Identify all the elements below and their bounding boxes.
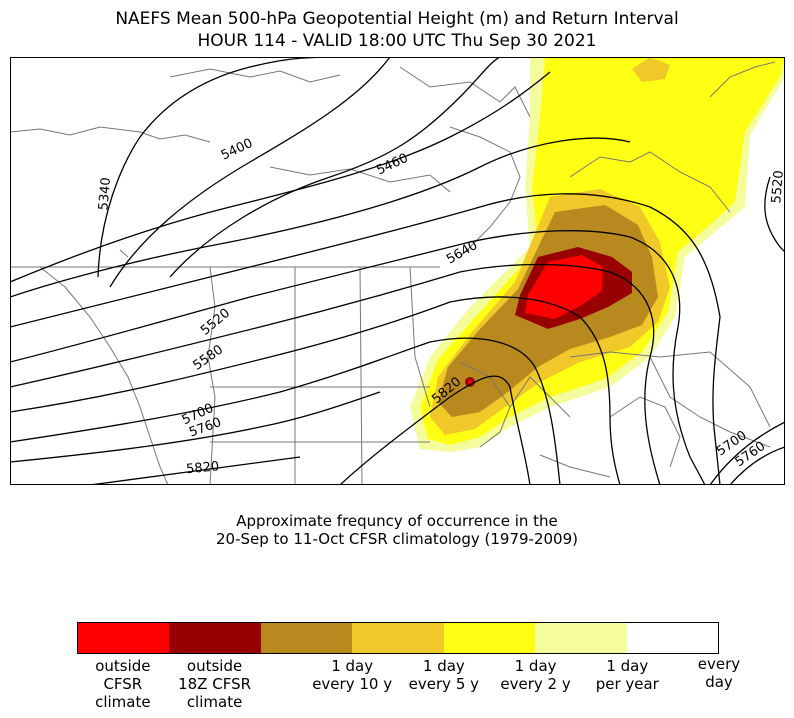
legend-swatch [443, 623, 536, 653]
caption-line-2: 20-Sep to 11-Oct CFSR climatology (1979-… [216, 530, 578, 548]
legend-label: 1 day every 2 y [500, 657, 571, 693]
legend-swatch [169, 623, 261, 653]
legend-swatch [535, 623, 627, 653]
legend-swatch [626, 623, 718, 653]
shade-outside-cfsr [525, 255, 603, 319]
legend-label: 1 day per year [595, 657, 659, 693]
legend-label: 1 day every 10 y [312, 657, 393, 693]
map-panel: 5340 5400 5460 5520 5580 5640 5700 5760 … [10, 57, 785, 485]
legend-label: every day [697, 655, 741, 691]
legend-label: outside CFSR climate [95, 657, 151, 711]
map-title: NAEFS Mean 500-hPa Geopotential Height (… [115, 9, 679, 29]
coastlines [10, 61, 776, 485]
map-subtitle: HOUR 114 - VALID 18:00 UTC Thu Sep 30 20… [197, 31, 597, 51]
color-legend [77, 622, 719, 654]
contour-label: 5340 [96, 177, 114, 211]
contour-label: 5820 [186, 459, 220, 477]
legend-swatch [260, 623, 353, 653]
legend-swatch [78, 623, 170, 653]
contour-label: 5520 [769, 170, 785, 204]
legend-swatch [352, 623, 444, 653]
legend-label: 1 day every 5 y [408, 657, 480, 693]
legend-label: outside 18Z CFSR climate [178, 657, 252, 711]
caption-line-1: Approximate frequncy of occurrence in th… [236, 512, 558, 530]
height-contours [10, 57, 785, 485]
